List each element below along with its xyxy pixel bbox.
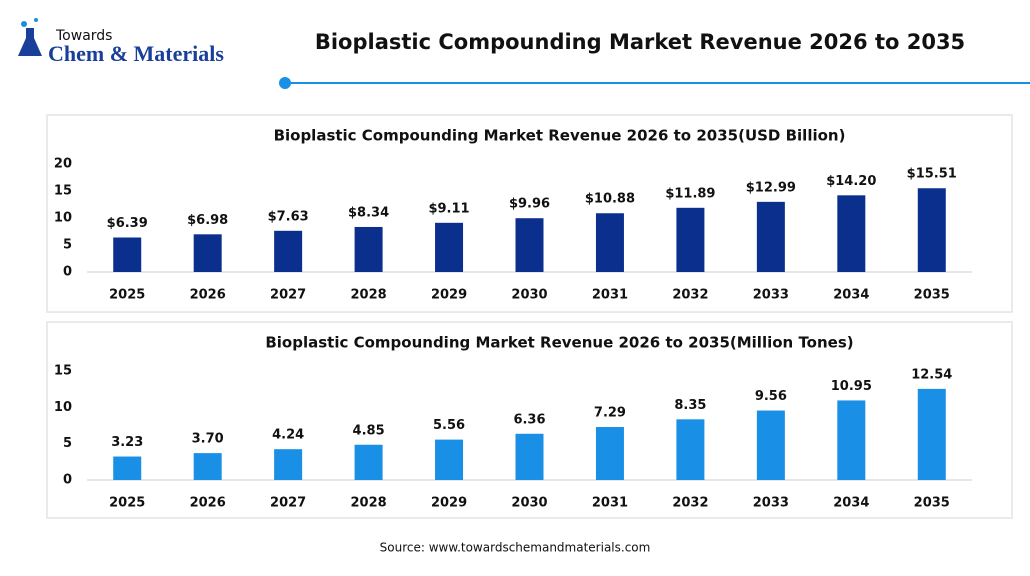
value-label: 3.70: [192, 432, 224, 447]
y-tick-label: 0: [63, 473, 72, 488]
value-label: 5.56: [433, 418, 465, 433]
x-tick-label: 2033: [753, 496, 789, 511]
logo-top: Towards: [55, 28, 112, 44]
value-label: 12.54: [911, 367, 952, 382]
x-tick-label: 2029: [431, 496, 467, 511]
value-label: $11.89: [665, 186, 715, 201]
value-label: $9.11: [428, 201, 469, 216]
bar: [595, 213, 624, 272]
value-label: 8.35: [674, 398, 706, 413]
bar: [193, 453, 222, 480]
logo-name: Chem & Materials: [48, 41, 224, 66]
value-label: $6.39: [107, 216, 148, 231]
value-label: $10.88: [585, 192, 635, 207]
x-tick-label: 2031: [592, 496, 628, 511]
bar: [917, 388, 946, 480]
bar: [274, 230, 303, 272]
bar: [756, 201, 785, 272]
value-label: $9.96: [509, 197, 550, 212]
chart-title: Bioplastic Compounding Market Revenue 20…: [274, 127, 846, 145]
x-tick-label: 2035: [914, 496, 950, 511]
value-label: $6.98: [187, 213, 228, 228]
y-tick-label: 10: [54, 400, 72, 415]
x-tick-label: 2026: [190, 496, 226, 511]
page-title: Bioplastic Compounding Market Revenue 20…: [315, 30, 965, 54]
x-tick-label: 2032: [672, 496, 708, 511]
bar: [595, 427, 624, 480]
value-label: $7.63: [268, 209, 309, 224]
x-tick-label: 2030: [511, 288, 547, 303]
bar: [113, 237, 142, 272]
value-label: $15.51: [907, 167, 957, 182]
y-tick-label: 15: [54, 364, 72, 379]
logo-bubble: [21, 21, 27, 27]
x-tick-label: 2027: [270, 288, 306, 303]
value-label: $12.99: [746, 180, 796, 195]
chart-title: Bioplastic Compounding Market Revenue 20…: [265, 334, 853, 352]
value-label: 7.29: [594, 406, 626, 421]
x-tick-label: 2031: [592, 288, 628, 303]
x-tick-label: 2035: [914, 288, 950, 303]
bar: [435, 222, 464, 272]
logo: Towards Chem & Materials: [18, 18, 224, 66]
value-label: 3.23: [111, 435, 143, 450]
x-tick-label: 2032: [672, 288, 708, 303]
x-tick-label: 2027: [270, 496, 306, 511]
x-tick-label: 2025: [109, 496, 145, 511]
bar: [515, 218, 544, 272]
bar: [837, 400, 866, 480]
value-label: 9.56: [755, 389, 787, 404]
y-tick-label: 0: [63, 265, 72, 280]
y-tick-label: 20: [54, 157, 72, 172]
bar: [354, 444, 383, 480]
y-tick-label: 5: [63, 238, 72, 253]
value-label: $8.34: [348, 205, 389, 220]
bar: [354, 226, 383, 272]
bar: [837, 195, 866, 272]
y-tick-label: 5: [63, 436, 72, 451]
x-tick-label: 2029: [431, 288, 467, 303]
value-label: 4.24: [272, 428, 304, 443]
y-tick-label: 10: [54, 211, 72, 226]
bar: [193, 234, 222, 272]
bar: [274, 449, 303, 480]
bar: [917, 188, 946, 272]
x-tick-label: 2026: [190, 288, 226, 303]
value-label: 6.36: [513, 412, 545, 427]
x-tick-label: 2034: [833, 496, 869, 511]
x-tick-label: 2030: [511, 496, 547, 511]
bar: [515, 433, 544, 480]
logo-bubble: [34, 18, 38, 22]
x-tick-label: 2025: [109, 288, 145, 303]
bar: [756, 410, 785, 480]
source: Source: www.towardschemandmaterials.com: [380, 541, 651, 555]
logo-flask: [18, 28, 42, 56]
value-label: $14.20: [826, 174, 876, 189]
y-tick-label: 15: [54, 184, 72, 199]
value-label: 10.95: [831, 379, 872, 394]
bar: [676, 207, 705, 272]
bar: [676, 419, 705, 480]
bar: [113, 456, 142, 480]
x-tick-label: 2034: [833, 288, 869, 303]
title-rule-dot: [279, 77, 291, 89]
x-tick-label: 2028: [350, 288, 386, 303]
value-label: 4.85: [353, 423, 385, 438]
x-tick-label: 2033: [753, 288, 789, 303]
x-tick-label: 2028: [350, 496, 386, 511]
bar: [435, 439, 464, 480]
